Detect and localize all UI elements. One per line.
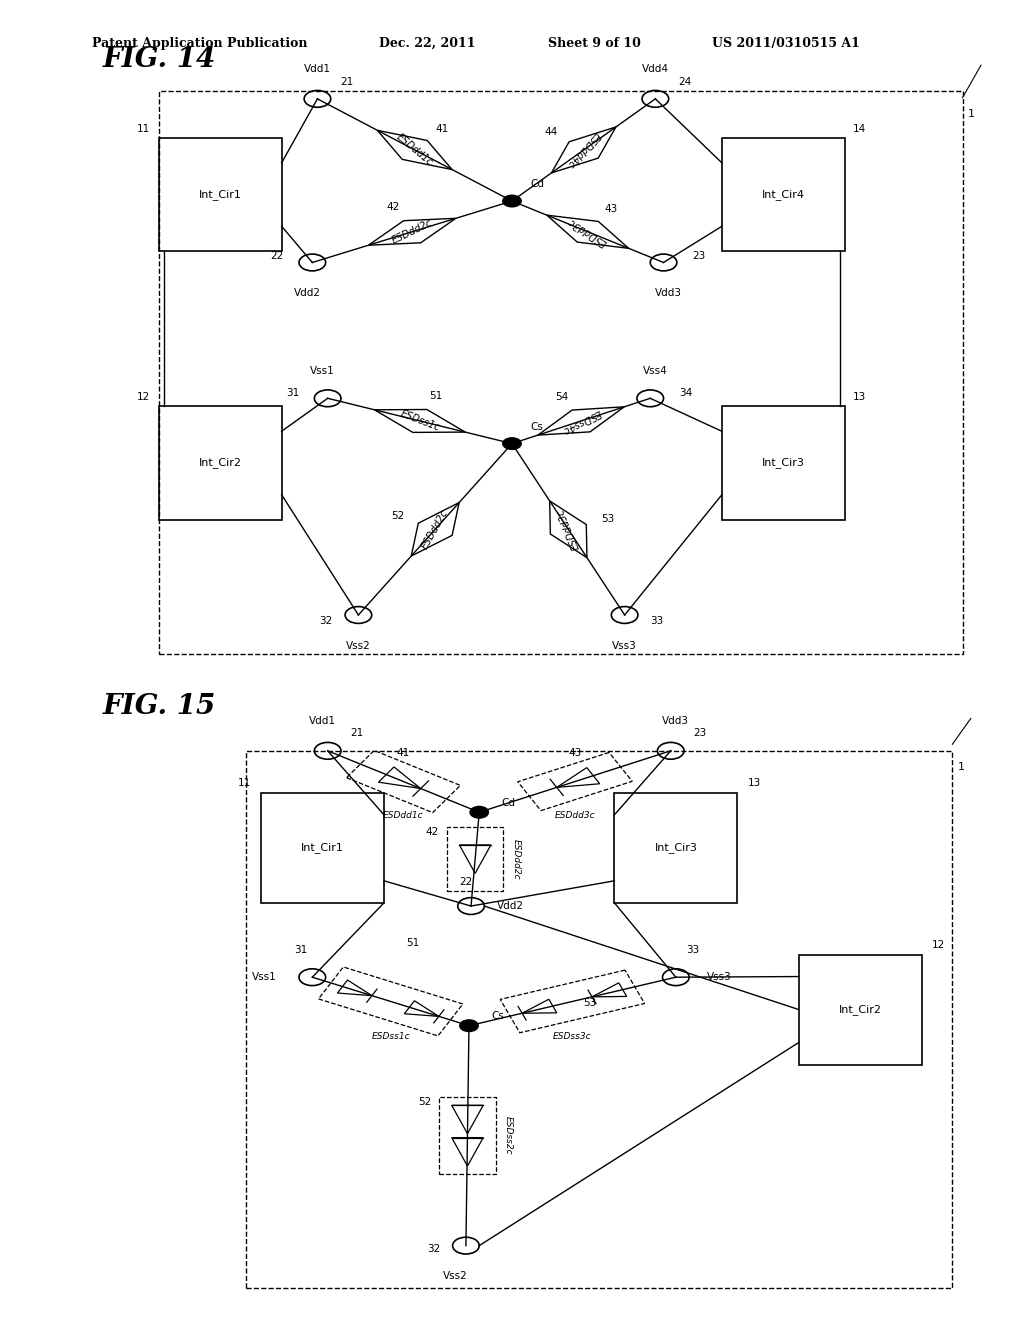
Text: Cs: Cs [530, 422, 544, 432]
Text: 52: 52 [418, 1097, 431, 1107]
Text: Vdd3: Vdd3 [655, 288, 682, 298]
Text: Int_Cir3: Int_Cir3 [654, 842, 697, 853]
Text: 23: 23 [692, 251, 706, 261]
Text: Dec. 22, 2011: Dec. 22, 2011 [379, 37, 475, 50]
Text: Vss3: Vss3 [612, 642, 637, 651]
Text: Vdd1: Vdd1 [304, 65, 331, 74]
Text: Int_Cir2: Int_Cir2 [199, 458, 242, 469]
Text: 51: 51 [429, 391, 442, 401]
Text: Int_Cir3: Int_Cir3 [762, 458, 805, 469]
Text: 31: 31 [294, 945, 307, 954]
Text: Vss4: Vss4 [643, 366, 668, 376]
Text: Vdd2: Vdd2 [294, 288, 321, 298]
Text: ESDss1c: ESDss1c [398, 409, 441, 433]
Text: FIG. 15: FIG. 15 [102, 693, 216, 719]
Text: ESDdd1c: ESDdd1c [394, 132, 435, 168]
Text: 22: 22 [460, 876, 472, 887]
Text: ESDdd2c: ESDdd2c [512, 838, 520, 879]
Text: 12: 12 [932, 940, 945, 950]
Text: Vdd2: Vdd2 [497, 902, 523, 911]
Text: Vss1: Vss1 [310, 366, 335, 376]
Circle shape [503, 438, 521, 449]
Text: ESDdd3c: ESDdd3c [555, 810, 595, 820]
Text: ESDss2c: ESDss2c [504, 1117, 513, 1155]
Text: 42: 42 [426, 826, 438, 837]
Text: ESDdd2c: ESDdd2c [420, 508, 451, 550]
Bar [261, 793, 384, 903]
Text: 53: 53 [584, 998, 597, 1007]
Circle shape [470, 807, 488, 818]
Text: Int_Cir2: Int_Cir2 [839, 1005, 882, 1015]
Text: FIG. 14: FIG. 14 [102, 46, 216, 73]
Text: Vdd1: Vdd1 [309, 717, 336, 726]
Text: ESDdd1c: ESDdd1c [383, 810, 424, 820]
Text: ESDdd4c: ESDdd4c [565, 131, 602, 170]
Text: Cd: Cd [502, 797, 516, 808]
Text: Vss3: Vss3 [707, 973, 731, 982]
Text: 32: 32 [427, 1243, 440, 1254]
Text: 34: 34 [679, 388, 692, 399]
Text: Int_Cir4: Int_Cir4 [762, 189, 805, 201]
Text: ESDss3c: ESDss3c [553, 1032, 592, 1041]
Text: 51: 51 [407, 939, 420, 948]
Text: ESDss1c: ESDss1c [372, 1032, 410, 1041]
Text: 54: 54 [555, 392, 568, 401]
Text: 41: 41 [397, 747, 410, 758]
Text: ESDdd3c: ESDdd3c [566, 215, 609, 248]
Text: 33: 33 [686, 945, 699, 954]
Text: Vss2: Vss2 [346, 642, 371, 651]
Text: Vdd4: Vdd4 [642, 65, 669, 74]
Text: 43: 43 [604, 203, 617, 214]
Text: Vss2: Vss2 [443, 1271, 468, 1282]
Text: ESDdd2c: ESDdd2c [390, 218, 434, 246]
Text: 11: 11 [238, 779, 251, 788]
Text: 21: 21 [340, 77, 353, 87]
Text: US 2011/0310515 A1: US 2011/0310515 A1 [712, 37, 859, 50]
Text: 42: 42 [387, 202, 400, 213]
Text: Vdd3: Vdd3 [663, 717, 689, 726]
Text: 22: 22 [270, 251, 284, 261]
Text: Int_Cir1: Int_Cir1 [301, 842, 344, 853]
Text: 1: 1 [957, 762, 965, 772]
Text: Sheet 9 of 10: Sheet 9 of 10 [548, 37, 641, 50]
Bar [159, 91, 963, 653]
Text: 13: 13 [853, 392, 866, 401]
Bar [159, 139, 282, 251]
Text: 1: 1 [968, 110, 975, 119]
Text: Cd: Cd [530, 180, 545, 189]
Text: 12: 12 [137, 392, 151, 401]
Text: 23: 23 [693, 727, 707, 738]
Text: 43: 43 [568, 747, 582, 758]
Text: 13: 13 [748, 779, 761, 788]
Text: Patent Application Publication: Patent Application Publication [92, 37, 307, 50]
Text: 41: 41 [435, 124, 449, 135]
Text: Vss1: Vss1 [252, 973, 276, 982]
Text: 53: 53 [601, 513, 614, 524]
Bar [159, 407, 282, 520]
Text: 31: 31 [286, 388, 299, 399]
Text: 24: 24 [678, 77, 691, 87]
Text: 33: 33 [650, 616, 664, 627]
Circle shape [503, 195, 521, 207]
Text: Int_Cir1: Int_Cir1 [199, 189, 242, 201]
Bar [722, 139, 845, 251]
Bar [614, 793, 737, 903]
Text: 21: 21 [350, 727, 364, 738]
Text: 44: 44 [545, 127, 558, 137]
Text: 11: 11 [137, 124, 151, 133]
Text: ESDdd3c: ESDdd3c [555, 507, 582, 552]
Bar [799, 954, 922, 1064]
Circle shape [460, 1020, 478, 1031]
Text: Cs: Cs [492, 1011, 505, 1022]
Bar [246, 751, 952, 1288]
Text: 14: 14 [853, 124, 866, 133]
Text: ESDss4c: ESDss4c [560, 407, 602, 436]
Bar [722, 407, 845, 520]
Text: 32: 32 [319, 616, 333, 627]
Text: 52: 52 [391, 511, 404, 521]
